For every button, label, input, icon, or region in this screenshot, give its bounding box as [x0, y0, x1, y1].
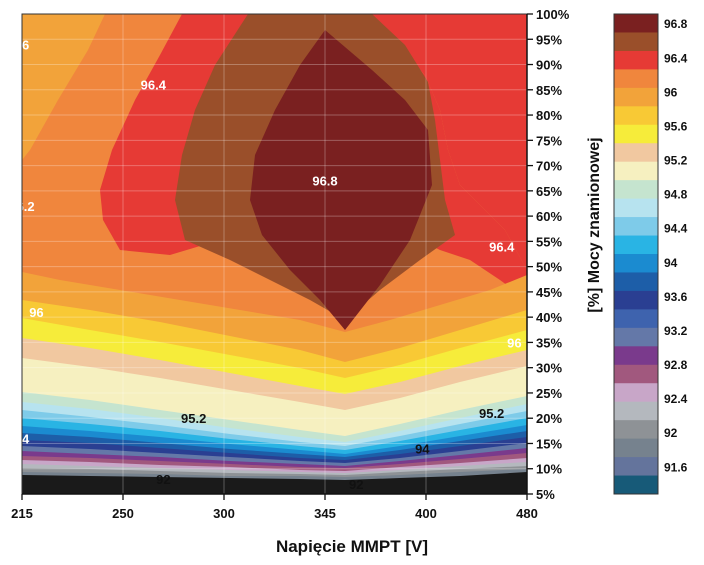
y-tick-label: 25%: [536, 386, 562, 401]
y-tick-label: 15%: [536, 436, 562, 451]
contour-label: 96.8: [312, 174, 337, 189]
y-tick-label: 95%: [536, 32, 562, 47]
colorbar-label: 95.2: [664, 154, 688, 168]
y-tick-label: 30%: [536, 361, 562, 376]
band-darkred-peak: [250, 30, 432, 330]
y-tick-label: 75%: [536, 133, 562, 148]
colorbar-swatch: [614, 401, 658, 421]
colorbar-label: 96.4: [664, 51, 688, 65]
colorbar-swatch: [614, 235, 658, 255]
colorbar-swatch: [614, 106, 658, 126]
colorbar-swatch: [614, 124, 658, 144]
colorbar-swatch: [614, 290, 658, 310]
y-tick-label: 65%: [536, 184, 562, 199]
colorbar-swatch: [614, 346, 658, 366]
contour-label: 96.4: [489, 239, 515, 254]
colorbar-label: 93.2: [664, 324, 688, 338]
colorbar-label: 95.6: [664, 119, 688, 133]
colorbar-swatch: [614, 420, 658, 440]
colorbar-swatch: [614, 327, 658, 347]
y-tick-label: 90%: [536, 58, 562, 73]
colorbar-label: 96.8: [664, 17, 688, 31]
contour-bands: [22, 14, 527, 494]
colorbar-frame: [613, 13, 659, 495]
contour-label: 94: [415, 442, 430, 457]
y-tick-label: 10%: [536, 462, 562, 477]
contour-label: 96: [507, 335, 521, 350]
colorbar-swatch: [614, 217, 658, 236]
y-tick-label: 100%: [536, 7, 570, 22]
colorbar-label: 94.8: [664, 188, 688, 202]
colorbar-swatch: [614, 309, 658, 329]
y-tick-label: 55%: [536, 234, 562, 249]
y-tick-label: 35%: [536, 335, 562, 350]
x-tick-label: 400: [415, 506, 437, 521]
x-axis: 215 250 300 345 400 480: [11, 493, 538, 521]
colorbar-label: 92.4: [664, 392, 688, 406]
grid-lines: [22, 14, 527, 494]
colorbar-swatch: [614, 475, 658, 495]
colorbar-swatch: [614, 438, 658, 458]
x-tick-label: 300: [213, 506, 235, 521]
x-tick-label: 250: [112, 506, 134, 521]
contour-label: 92: [349, 477, 363, 492]
colorbar-swatch: [614, 254, 658, 273]
colorbar-label: 91.6: [664, 460, 688, 474]
band-black-bottom: [22, 472, 527, 494]
contour-label: 96: [29, 305, 43, 320]
y-axis: 5% 10% 15% 20% 25% 30% 35% 40% 45% 50% 55% 60% 65% 70…: [526, 7, 570, 502]
y-tick-label: 45%: [536, 285, 562, 300]
y-axis-title: [%] Mocy znamionowej: [586, 137, 603, 312]
colorbar-swatch: [614, 50, 658, 70]
colorbar-label: 92.8: [664, 358, 688, 372]
colorbar-swatch: [614, 143, 658, 163]
colorbar-swatch: [614, 457, 658, 476]
colorbar-label: 94.4: [664, 222, 688, 236]
colorbar: 96.8 96.4 96 95.6 95.2 94.8 94.4 94 93.6 93.2 92.8…: [613, 13, 688, 495]
y-tick-label: 60%: [536, 209, 562, 224]
x-tick-label: 480: [516, 506, 538, 521]
colorbar-swatch: [614, 69, 658, 89]
y-tick-label: 85%: [536, 83, 562, 98]
colorbar-swatch: [614, 180, 658, 200]
band-light-orange-topleft: [22, 14, 105, 160]
contour-label: 95.2: [181, 411, 206, 426]
band-red-right: [182, 14, 527, 270]
colorbar-swatch: [614, 364, 658, 384]
colorbar-label: 94: [664, 256, 678, 270]
x-tick-label: 215: [11, 506, 33, 521]
y-tick-label: 50%: [536, 260, 562, 275]
colorbar-label: 92: [664, 426, 678, 440]
y-tick-label: 40%: [536, 310, 562, 325]
y-tick-label: 5%: [536, 487, 555, 502]
colorbar-swatch: [614, 198, 658, 218]
colorbar-swatch: [614, 32, 658, 52]
colorbar-swatch: [614, 383, 658, 403]
x-axis-title: Napięcie MMPT [V]: [276, 537, 428, 556]
y-tick-label: 70%: [536, 159, 562, 174]
y-tick-label: 20%: [536, 411, 562, 426]
colorbar-swatch: [614, 272, 658, 292]
contour-label: 96.4: [141, 78, 167, 93]
contour-label: 95.2: [479, 406, 504, 421]
colorbar-label: 96: [664, 85, 678, 99]
contour-label: 92: [156, 472, 170, 487]
colorbar-swatch: [614, 87, 658, 107]
y-tick-label: 80%: [536, 108, 562, 123]
colorbar-swatch: [614, 161, 658, 181]
colorbar-label: 93.6: [664, 290, 688, 304]
x-tick-label: 345: [314, 506, 336, 521]
colorbar-swatch: [614, 14, 658, 33]
